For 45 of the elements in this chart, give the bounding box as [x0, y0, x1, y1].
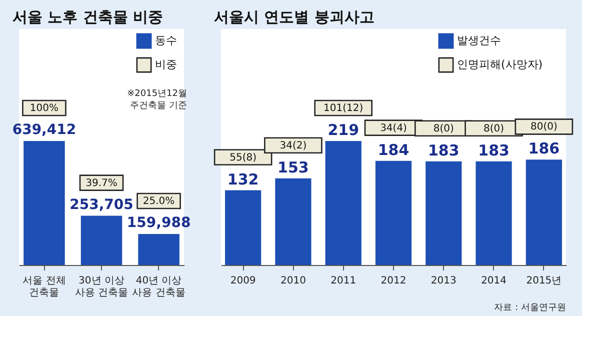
bar	[476, 161, 512, 265]
legend-label: 인명피해(사망자)	[457, 58, 543, 71]
data-label: 219	[328, 121, 360, 139]
bar	[325, 141, 362, 265]
data-label: 183	[428, 141, 460, 160]
chart-title: 서울 노후 건축물 비중	[12, 8, 163, 26]
x-tick-label: 2009	[230, 276, 256, 286]
x-tick-label: 30년 이상 사용 건축물	[74, 276, 128, 298]
data-label: 183	[478, 141, 510, 160]
text: 자료 : 서울연구원	[494, 303, 566, 313]
text: 8(0)	[484, 123, 504, 134]
text: 34(2)	[280, 140, 307, 152]
x-tick-label: 2013	[430, 276, 456, 286]
data-label: 159,988	[126, 214, 191, 231]
bar	[275, 178, 312, 265]
chart-title: 서울시 연도별 붕괴사고	[214, 8, 374, 26]
x-tick-label: 40년 이상 사용 건축물	[132, 276, 186, 298]
text: 100%	[30, 103, 59, 114]
text: 8(0)	[433, 123, 454, 134]
bar	[225, 190, 262, 265]
data-label: 253,705	[70, 196, 134, 213]
x-tick-label: 2014	[481, 276, 507, 286]
x-tick-label: 2012	[380, 276, 406, 286]
text: 34(4)	[380, 122, 407, 134]
legend-label: 비중	[155, 58, 177, 71]
legend-label: 발생건수	[457, 34, 501, 47]
text: 25.0%	[142, 196, 175, 207]
x-tick-label: 2010	[280, 276, 306, 286]
bar	[426, 161, 462, 265]
data-label: 132	[227, 170, 259, 188]
text: ※2015년12월 주건축물 기준	[127, 89, 187, 111]
x-tick-label: 2015년	[526, 276, 562, 286]
text: 101(12)	[324, 103, 364, 114]
text: 39.7%	[86, 178, 118, 189]
data-label: 639,412	[12, 122, 76, 138]
data-label: 184	[378, 140, 410, 159]
bar	[526, 160, 562, 265]
data-label: 186	[528, 140, 560, 158]
text: 80(0)	[530, 122, 558, 133]
x-tick-label: 2011	[330, 276, 356, 286]
x-tick-label: 서울 전체 건축물	[22, 276, 66, 298]
text: 55(8)	[230, 152, 257, 164]
legend-label: 동수	[155, 34, 177, 47]
data-label: 153	[278, 158, 309, 176]
bar	[375, 160, 412, 265]
